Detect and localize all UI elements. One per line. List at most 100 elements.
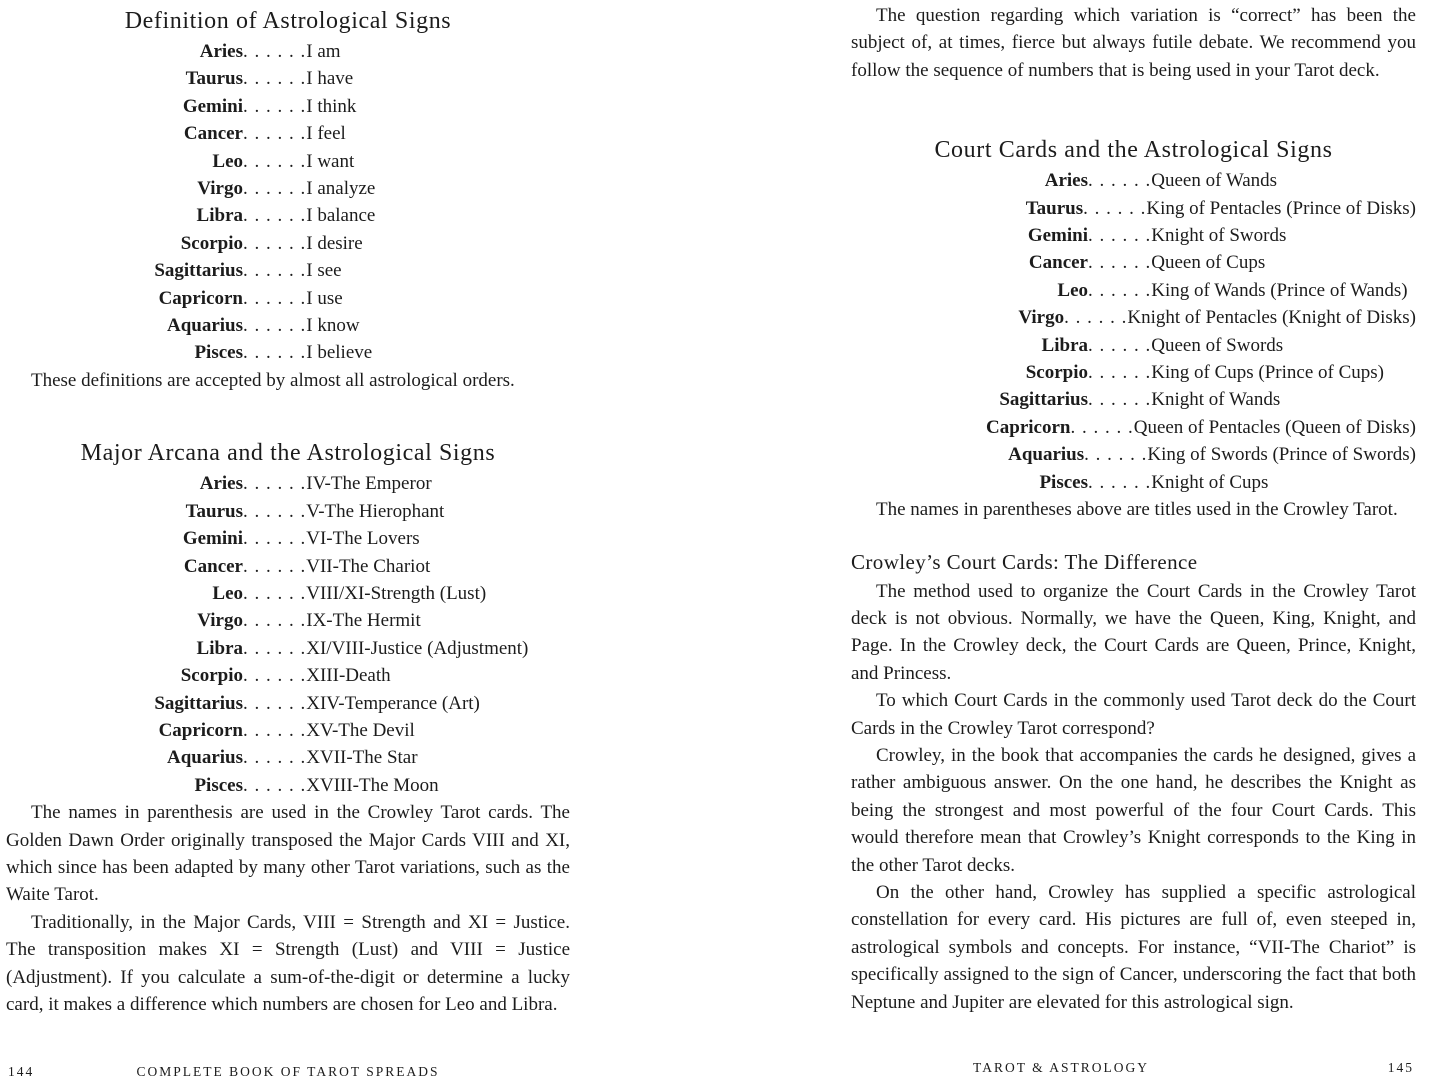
sign-value: XIV-Temperance (Art) [306,692,480,714]
sign-value: Knight of Wands [1151,389,1281,411]
sign-value: Queen of Pentacles (Queen of Disks) [1133,416,1416,438]
sign-label: Aries [199,473,243,495]
list-item: Capricorn . . . . . . XV-The Devil [6,717,570,744]
leader-dots: . . . . . . [243,665,307,687]
sign-value: XIII-Death [306,665,391,687]
leader-dots: . . . . . . [243,528,307,550]
sign-value: IX-The Hermit [306,610,421,632]
sign-label: Cancer [183,123,243,145]
list-item: Pisces . . . . . . I believe [6,339,570,366]
sign-value: I balance [306,205,376,227]
leader-dots: . . . . . . [243,692,307,714]
sign-label: Capricorn [158,287,243,309]
list-item: Aquarius . . . . . . XVII-The Star [6,744,570,771]
sign-value: VIII/XI-Strength (Lust) [306,582,487,604]
sign-value: I know [306,315,360,337]
sign-value: I analyze [306,178,376,200]
leader-dots: . . . . . . [1064,307,1128,329]
list-item: Cancer . . . . . . I feel [6,120,570,147]
leader-dots: . . . . . . [243,232,307,254]
leader-dots: . . . . . . [243,473,307,495]
court-cards-list: Aries . . . . . . Queen of Wands Taurus … [851,167,1416,496]
list-item: Sagittarius . . . . . . Knight of Wands [851,386,1416,413]
leader-dots: . . . . . . [243,774,307,796]
definitions-note: These definitions are accepted by almost… [31,369,515,391]
sign-label: Virgo [1018,307,1065,329]
list-item: Capricorn . . . . . . I use [6,285,570,312]
sign-value: XV-The Devil [306,719,415,741]
sign-value: V-The Hierophant [306,500,445,522]
sign-label: Virgo [197,610,243,632]
sign-label: Libra [1041,334,1088,356]
subsection-title-crowley-difference: Crowley’s Court Cards: The Difference [851,549,1198,574]
sign-value: I desire [306,232,363,254]
leader-dots: . . . . . . [243,582,307,604]
sign-value: Queen of Cups [1151,252,1266,274]
leader-dots: . . . . . . [243,747,307,769]
sign-value: I feel [306,123,346,145]
leader-dots: . . . . . . [1088,252,1152,274]
list-item: Aquarius . . . . . . King of Swords (Pri… [851,441,1416,468]
court-cards-note: The names in parentheses above are title… [876,499,1398,521]
leader-dots: . . . . . . [243,260,307,282]
body-paragraph: Traditionally, in the Major Cards, VIII … [6,911,570,1015]
leader-dots: . . . . . . [243,637,307,659]
sign-label: Aquarius [166,747,243,769]
leader-dots: . . . . . . [1088,471,1152,493]
list-item: Sagittarius . . . . . . XIV-Temperance (… [6,690,570,717]
page-number: 144 [8,1064,35,1079]
leader-dots: . . . . . . [1088,389,1152,411]
sign-label: Pisces [194,342,243,364]
sign-value: I think [306,95,357,117]
page-footer: 144 COMPLETE BOOK OF TAROT SPREADS [6,1063,570,1081]
list-item: Leo . . . . . . I want [6,148,570,175]
sign-label: Aquarius [166,315,243,337]
list-item: Virgo . . . . . . IX-The Hermit [6,607,570,634]
sign-value: Queen of Wands [1151,170,1278,192]
sign-label: Pisces [1039,471,1088,493]
body-paragraph: The question regarding which variation i… [851,5,1416,81]
list-item: Libra . . . . . . Queen of Swords [851,332,1416,359]
page-right: The question regarding which variation i… [722,0,1445,1083]
leader-dots: . . . . . . [1070,416,1134,438]
sign-label: Taurus [1025,197,1084,219]
running-title: TAROT & ASTROLOGY [973,1060,1149,1075]
body-paragraph: The names in parenthesis are used in the… [6,802,570,906]
sign-label: Virgo [197,178,243,200]
list-item: Taurus . . . . . . I have [6,65,570,92]
leader-dots: . . . . . . [243,315,307,337]
leader-dots: . . . . . . [243,342,307,364]
sign-label: Scorpio [1025,362,1088,384]
leader-dots: . . . . . . [243,41,307,62]
list-item: Gemini . . . . . . Knight of Swords [851,222,1416,249]
sign-value: King of Pentacles (Prince of Disks) [1146,197,1416,219]
list-item: Capricorn . . . . . . Queen of Pentacles… [851,414,1416,441]
sign-value: IV-The Emperor [306,473,432,495]
list-item: Cancer . . . . . . VII-The Chariot [6,553,570,580]
leader-dots: . . . . . . [1084,444,1148,466]
leader-dots: . . . . . . [243,68,307,90]
list-item: Scorpio . . . . . . King of Cups (Prince… [851,359,1416,386]
list-item: Cancer . . . . . . Queen of Cups [851,249,1416,276]
list-item: Aries . . . . . . IV-The Emperor [6,470,570,497]
sign-label: Leo [1057,279,1088,301]
leader-dots: . . . . . . [1088,362,1152,384]
list-item: Libra . . . . . . I balance [6,202,570,229]
sign-value: I want [306,150,355,172]
list-item: Leo . . . . . . VIII/XI-Strength (Lust) [6,580,570,607]
leader-dots: . . . . . . [243,123,307,145]
body-paragraph: The method used to organize the Court Ca… [851,580,1416,684]
leader-dots: . . . . . . [1083,197,1147,219]
list-item: Virgo . . . . . . Knight of Pentacles (K… [851,304,1416,331]
sign-value: King of Swords (Prince of Swords) [1147,444,1416,466]
list-item: Scorpio . . . . . . I desire [6,230,570,257]
leader-dots: . . . . . . [243,205,307,227]
sign-label: Taurus [185,68,243,90]
list-item: Aries . . . . . . Queen of Wands [851,167,1416,194]
page-left: Definition of Astrological Signs Aries .… [0,0,722,1083]
sign-label: Leo [212,582,243,604]
leader-dots: . . . . . . [243,178,307,200]
sign-label: Leo [212,150,243,172]
leader-dots: . . . . . . [1088,225,1152,247]
leader-dots: . . . . . . [243,555,307,577]
